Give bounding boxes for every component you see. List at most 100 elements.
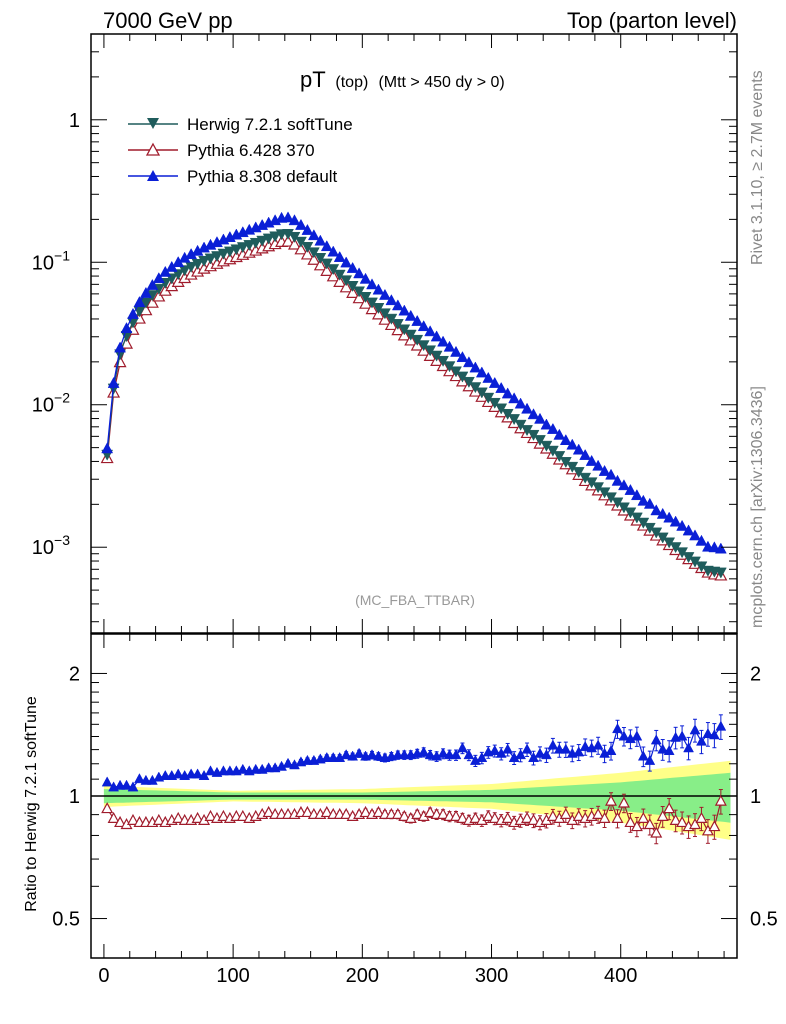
ratio-point	[617, 796, 630, 808]
ratio-ylabel: Ratio to Herwig 7.2.1 softTune	[23, 696, 40, 912]
data-point	[320, 240, 333, 252]
data-point	[359, 292, 372, 303]
ratio-point	[353, 747, 365, 758]
ratio-point	[489, 744, 501, 755]
data-point	[663, 511, 676, 523]
data-point	[333, 250, 346, 262]
ratio-point	[340, 749, 352, 760]
data-point	[618, 479, 630, 491]
data-point	[689, 529, 701, 541]
data-point	[198, 255, 210, 267]
data-point	[333, 274, 347, 287]
data-point	[326, 269, 340, 282]
ratio-ytick-label: 0.5	[52, 909, 80, 931]
data-point	[411, 314, 424, 326]
data-point	[101, 442, 114, 454]
data-point	[314, 253, 327, 264]
ratio-point	[192, 768, 204, 779]
main-ytick-label: 10−3	[32, 532, 70, 559]
legend-label-pythia8: Pythia 8.308 default	[187, 167, 338, 186]
ratio-point	[592, 807, 605, 819]
ratio-point	[373, 750, 384, 761]
ratio-point	[391, 807, 404, 819]
mcplots-label: mcplots.cern.ch [arXiv:1306.3436]	[749, 386, 766, 628]
ratio-point	[546, 809, 559, 821]
ratio-point	[592, 739, 604, 750]
ratio-point	[618, 730, 630, 741]
ratio-point	[449, 809, 462, 821]
ratio-point	[573, 746, 585, 757]
data-point	[366, 297, 378, 309]
ratio-point	[579, 740, 591, 751]
data-point	[269, 231, 282, 243]
data-point	[501, 387, 514, 399]
data-point	[469, 361, 482, 373]
ratio-point	[488, 811, 501, 823]
data-point	[611, 474, 624, 486]
ratio-point	[262, 805, 275, 818]
ratio-point	[676, 815, 689, 828]
ratio-xtick-label: 200	[346, 965, 379, 987]
ratio-point	[320, 805, 333, 818]
data-point	[669, 515, 682, 527]
plot-title: pT (top) (Mtt > 450 dy > 0)	[300, 67, 505, 92]
data-point	[300, 247, 314, 260]
ratio-point	[702, 727, 714, 739]
main-frame	[90, 33, 738, 634]
data-point	[417, 320, 430, 332]
ratio-point	[217, 809, 230, 821]
data-point	[624, 483, 637, 495]
ratio-point	[205, 765, 216, 776]
series-line	[106, 232, 721, 573]
ratio-ytick-label-right: 1	[750, 786, 761, 808]
uncertainty-band-inner	[103, 772, 731, 823]
ratio-point	[457, 742, 468, 753]
legend-entry-pythia8: Pythia 8.308 default	[128, 167, 338, 186]
data-point	[287, 237, 301, 250]
data-point	[133, 296, 146, 307]
ratio-xtick-label: 300	[475, 965, 508, 987]
data-point	[643, 497, 656, 509]
data-point	[256, 235, 269, 247]
data-point	[495, 381, 508, 393]
ratio-point	[560, 743, 572, 754]
data-point	[404, 309, 417, 321]
data-point	[314, 234, 327, 246]
data-point	[243, 240, 256, 252]
ratio-point	[696, 735, 707, 746]
data-point	[282, 211, 294, 223]
data-point	[411, 334, 424, 346]
data-point	[352, 291, 366, 304]
ratio-point	[127, 781, 139, 792]
data-point	[553, 428, 566, 440]
ratio-panel: 0 100 200 300 400 0.5 0.5 1 1 2 2 Ratio to Herwig …	[23, 633, 778, 987]
data-point	[585, 454, 598, 466]
data-point	[307, 247, 320, 259]
data-point	[120, 322, 133, 334]
ratio-point	[411, 807, 424, 819]
ratio-point	[689, 817, 702, 830]
data-point	[566, 438, 579, 450]
data-point	[488, 376, 501, 388]
data-point	[534, 435, 546, 447]
data-point	[288, 214, 301, 226]
data-point	[714, 542, 727, 554]
ratio-point	[669, 813, 682, 825]
ratio-point	[152, 813, 165, 825]
data-point	[598, 464, 611, 476]
data-point	[107, 376, 120, 388]
ratio-point	[340, 807, 353, 819]
data-point	[605, 468, 617, 480]
ratio-point	[605, 794, 618, 806]
ratio-ytick-label-right: 2	[750, 663, 761, 685]
ratio-point	[656, 809, 669, 821]
ratio-point	[630, 820, 643, 832]
data-point	[172, 269, 185, 281]
data-point	[437, 335, 449, 347]
data-point	[430, 330, 443, 342]
ratio-point	[650, 826, 663, 838]
data-point	[217, 248, 230, 260]
data-point	[152, 272, 165, 284]
data-point	[353, 267, 366, 279]
data-point	[313, 258, 327, 271]
